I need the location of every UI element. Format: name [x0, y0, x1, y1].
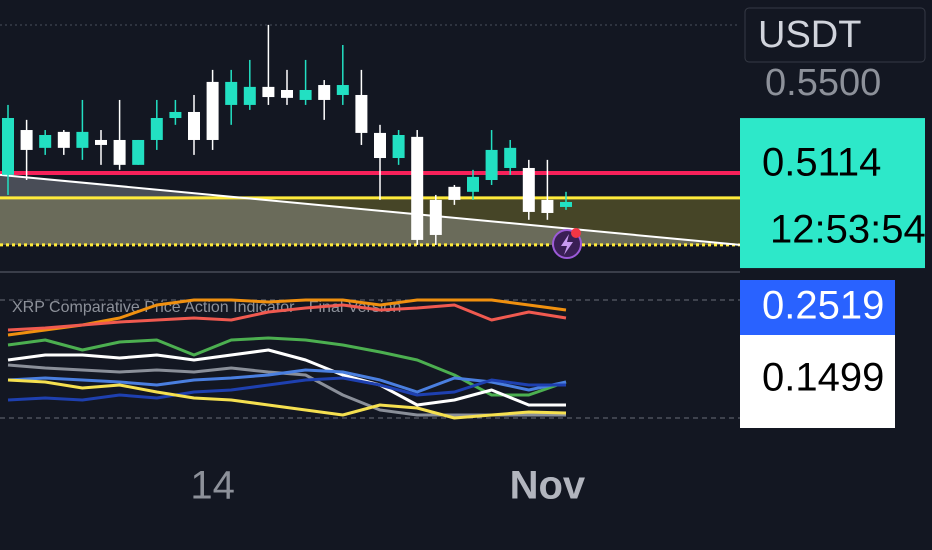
candle-body	[411, 136, 424, 240]
candle-body	[299, 90, 312, 100]
x-tick-label: 14	[190, 464, 235, 508]
candle-body	[39, 135, 52, 148]
y-tick-label: 0.5500	[765, 62, 881, 104]
candle-body	[560, 201, 572, 207]
candle-body	[76, 131, 89, 148]
candle-body	[467, 176, 479, 192]
candle-body	[243, 86, 256, 105]
scale-label: 0.1499	[762, 356, 884, 400]
candle-body	[281, 90, 293, 98]
alert-icon	[552, 228, 582, 259]
candle-body	[355, 94, 368, 133]
candle-body	[522, 167, 535, 212]
indicator-line	[7, 376, 566, 402]
countdown: 12:53:54	[770, 208, 926, 252]
candle-body	[57, 131, 70, 148]
zone	[0, 197, 740, 245]
candle-body	[262, 86, 275, 98]
candle-body	[374, 132, 386, 159]
indicator-line	[7, 348, 566, 407]
candle-body	[318, 85, 331, 100]
candle-body	[541, 199, 554, 213]
candle-body	[188, 111, 200, 140]
indicator-title: XRP Comparative Price Action Indicator -…	[12, 299, 401, 316]
candle-body	[485, 149, 498, 180]
indicator-line	[7, 368, 567, 394]
indicator-line	[7, 378, 567, 420]
candle-body	[150, 117, 163, 140]
scale-label: 0.2519	[762, 284, 884, 328]
scale-label-box	[740, 335, 895, 428]
candle-body	[95, 139, 107, 145]
currency-box	[744, 7, 926, 63]
price-pane	[0, 24, 741, 247]
candle-body	[2, 117, 14, 175]
indicator-line	[7, 298, 567, 337]
candle-body	[429, 199, 442, 235]
candle-body	[132, 139, 145, 165]
last-price-box	[740, 118, 925, 269]
indicator-pane: XRP Comparative Price Action Indicator -…	[7, 298, 567, 420]
x-tick-label: Nov	[510, 464, 586, 508]
candle-body	[336, 85, 349, 95]
trend-line	[0, 173, 741, 246]
candle-body	[392, 135, 405, 159]
candle-body	[448, 186, 461, 200]
last-price: 0.5114	[762, 141, 881, 185]
scale-label-box	[740, 280, 895, 335]
currency: USDT	[758, 14, 861, 56]
candle-body	[225, 81, 238, 105]
candle-body	[20, 130, 33, 150]
price-axis: 0.5500 USDT 0.5114 12:53:54 0.2519 0.1499	[740, 7, 926, 428]
candle-body	[113, 139, 126, 165]
indicator-line	[7, 303, 567, 332]
candle-body	[504, 147, 517, 168]
candle-body	[169, 111, 182, 118]
candle-body	[206, 81, 219, 140]
